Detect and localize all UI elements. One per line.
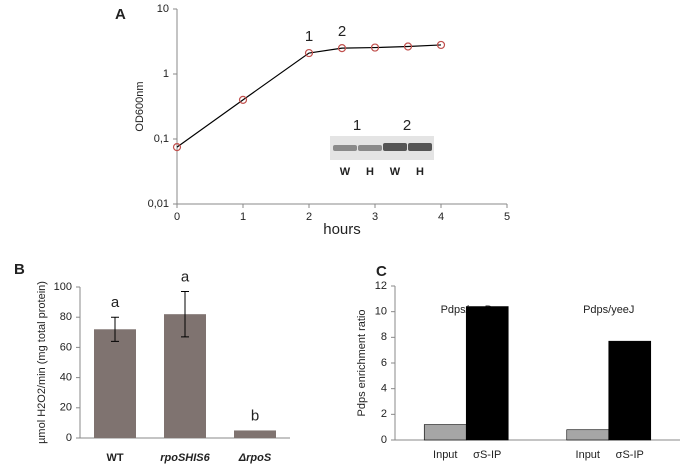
y-tick-label: 60 <box>60 341 72 353</box>
panel-label: C <box>376 263 387 280</box>
y-tick-label: 1 <box>163 68 169 80</box>
marker <box>403 42 413 51</box>
bar-series-label: Input <box>576 449 600 461</box>
y-tick-label: 20 <box>60 402 72 414</box>
marker <box>238 95 248 104</box>
gel-band <box>333 145 357 151</box>
marker <box>370 43 380 52</box>
bar <box>423 424 467 441</box>
gel-band <box>408 143 432 151</box>
y-tick-label: 2 <box>381 408 387 420</box>
bar-series-label: Input <box>433 449 457 461</box>
y-axis-label: µmol H2O2/min (mg total protein) <box>36 281 48 444</box>
lane-label: H <box>416 166 424 178</box>
gel-inset <box>330 136 434 160</box>
error-bar <box>181 291 189 338</box>
panel-label: B <box>14 261 25 278</box>
y-axis-label: Pdps enrichment ratio <box>356 310 368 417</box>
bar <box>94 329 136 438</box>
value-label: a <box>181 268 190 285</box>
x-tick-label: ΔrpoS <box>238 452 272 464</box>
x-axis-label: hours <box>323 221 361 238</box>
y-tick-label: 0 <box>381 434 387 446</box>
y-tick-label: 8 <box>381 331 387 343</box>
bar <box>234 430 276 438</box>
gel-band <box>383 143 407 151</box>
x-tick-label: 5 <box>504 211 510 223</box>
y-tick-label: 10 <box>375 306 387 318</box>
x-tick-label: 4 <box>438 211 444 223</box>
y-tick-label: 4 <box>381 383 387 395</box>
value-label: a <box>111 294 120 311</box>
bar-series-label: σS-IP <box>473 449 501 461</box>
lane-label: W <box>340 166 351 178</box>
lane-label: W <box>390 166 401 178</box>
bar <box>608 340 652 441</box>
group-label: Pdps/yeeJ <box>583 304 634 316</box>
x-tick-label: WT <box>106 452 123 464</box>
y-tick-label: 6 <box>381 357 387 369</box>
y-tick-label: 0,01 <box>148 198 169 210</box>
y-tick-label: 80 <box>60 311 72 323</box>
bar-series-label: σS-IP <box>616 449 644 461</box>
x-tick-label: 2 <box>306 211 312 223</box>
y-tick-label: 12 <box>375 280 387 292</box>
x-tick-label: 3 <box>372 211 378 223</box>
y-tick-label: 0 <box>66 432 72 444</box>
annotation: 2 <box>338 23 346 40</box>
y-tick-label: 40 <box>60 372 72 384</box>
value-label: b <box>251 407 259 424</box>
lane-group-label: 2 <box>403 117 411 134</box>
marker <box>304 48 314 58</box>
panel-label: A <box>115 6 126 23</box>
line <box>176 44 442 148</box>
lane-label: H <box>366 166 374 178</box>
marker <box>436 40 446 50</box>
y-axis-label: OD600nm <box>134 81 146 131</box>
annotation: 1 <box>305 28 313 45</box>
x-tick-label: rpoSHIS6 <box>160 452 210 464</box>
error-bar <box>111 316 119 342</box>
y-tick-label: 100 <box>54 281 72 293</box>
bar <box>566 429 610 441</box>
marker <box>337 44 347 53</box>
marker <box>172 143 182 152</box>
y-tick-label: 10 <box>157 3 169 15</box>
x-tick-label: 1 <box>240 211 246 223</box>
gel-band <box>358 145 382 151</box>
y-tick-label: 0,1 <box>154 133 169 145</box>
x-tick-label: 0 <box>174 211 180 223</box>
bar <box>465 306 509 441</box>
lane-group-label: 1 <box>353 117 361 134</box>
